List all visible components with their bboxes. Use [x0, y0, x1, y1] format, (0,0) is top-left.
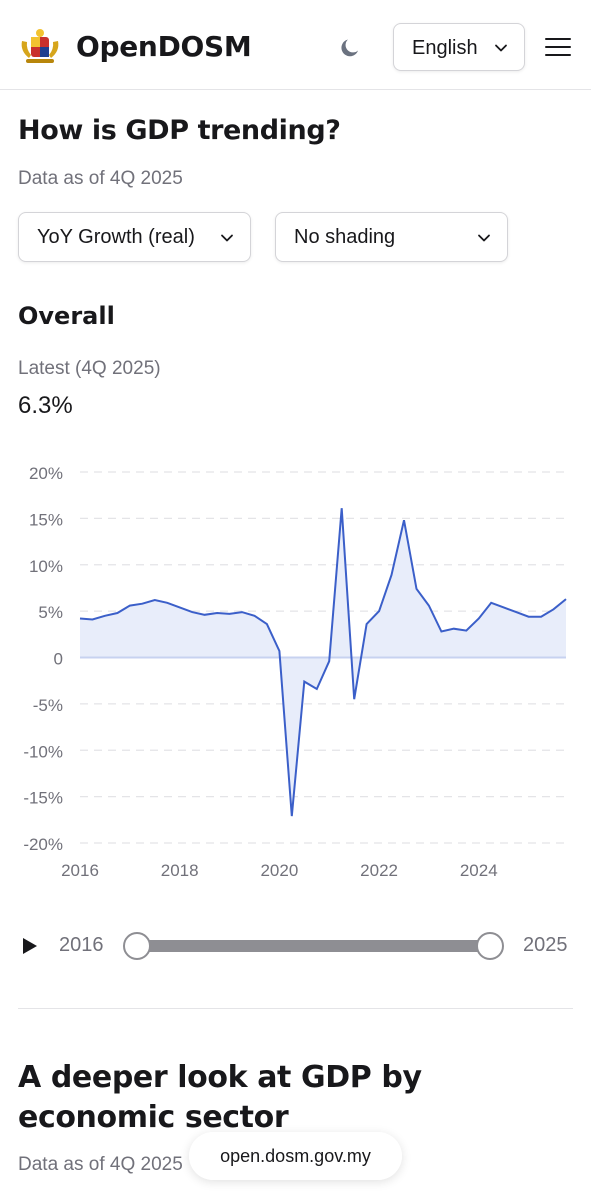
- data-point: [116, 612, 118, 614]
- data-point: [154, 599, 156, 601]
- data-point: [79, 618, 81, 620]
- y-tick-label: -5%: [33, 696, 63, 715]
- y-tick-label: -15%: [23, 789, 63, 808]
- latest-value: 6.3%: [18, 392, 73, 419]
- overall-heading: Overall: [18, 302, 115, 330]
- data-point: [104, 615, 106, 617]
- x-tick-label: 2018: [161, 861, 199, 880]
- latest-label: Latest (4Q 2025): [18, 358, 161, 379]
- top-navbar: OpenDOSM English: [0, 0, 591, 90]
- y-tick-label: 20%: [29, 464, 63, 483]
- y-tick-label: -10%: [23, 742, 63, 761]
- data-point: [204, 614, 206, 616]
- data-point: [490, 602, 492, 604]
- section-divider: [18, 1008, 573, 1009]
- y-tick-label: 15%: [29, 510, 63, 529]
- data-point: [328, 660, 330, 662]
- data-point: [440, 631, 442, 633]
- data-point: [428, 605, 430, 607]
- language-label: English: [412, 37, 478, 59]
- moon-icon[interactable]: [338, 36, 362, 60]
- data-point: [254, 615, 256, 617]
- range-start-handle[interactable]: [123, 932, 151, 960]
- brand-name[interactable]: OpenDOSM: [76, 30, 252, 63]
- browser-url-bar[interactable]: open.dosm.gov.my: [189, 1132, 402, 1180]
- data-point: [191, 611, 193, 613]
- data-point: [453, 628, 455, 630]
- data-point: [179, 606, 181, 608]
- data-point: [366, 623, 368, 625]
- data-point: [565, 598, 567, 600]
- shading-select-label: No shading: [294, 226, 396, 248]
- x-tick-label: 2024: [460, 861, 498, 880]
- data-date: Data as of 4Q 2025: [18, 168, 183, 189]
- shading-select[interactable]: No shading: [275, 212, 508, 262]
- measure-select[interactable]: YoY Growth (real): [18, 212, 251, 262]
- measure-select-label: YoY Growth (real): [37, 226, 195, 248]
- data-point: [416, 588, 418, 590]
- data-point: [465, 630, 467, 632]
- data-point: [528, 616, 530, 618]
- y-tick-label: 5%: [38, 603, 63, 622]
- data-point: [478, 618, 480, 620]
- play-icon[interactable]: [21, 936, 39, 956]
- data-point: [266, 623, 268, 625]
- data-point: [378, 610, 380, 612]
- data-point: [553, 608, 555, 610]
- year-range-track[interactable]: [137, 940, 490, 952]
- hamburger-menu-icon[interactable]: [545, 36, 571, 58]
- y-tick-label: 10%: [29, 557, 63, 576]
- data-point: [241, 611, 243, 613]
- sector-data-date: Data as of 4Q 2025: [18, 1154, 183, 1175]
- slider-end-year: 2025: [523, 934, 568, 956]
- x-tick-label: 2016: [61, 861, 99, 880]
- data-point: [503, 606, 505, 608]
- language-select[interactable]: English: [393, 23, 525, 71]
- data-point: [166, 602, 168, 604]
- data-point: [92, 619, 94, 621]
- y-tick-label: 0: [54, 650, 63, 669]
- url-text: open.dosm.gov.my: [220, 1146, 371, 1166]
- data-point: [341, 507, 343, 509]
- data-point: [403, 519, 405, 521]
- x-tick-label: 2022: [360, 861, 398, 880]
- x-tick-label: 2020: [260, 861, 298, 880]
- chevron-down-icon: [221, 234, 233, 242]
- data-point: [540, 616, 542, 618]
- sector-section-title: A deeper look at GDP by economic sector: [18, 1060, 422, 1135]
- data-point: [303, 681, 305, 683]
- chevron-down-icon: [495, 44, 507, 52]
- range-end-handle[interactable]: [476, 932, 504, 960]
- y-tick-label: -20%: [23, 835, 63, 854]
- data-point: [515, 611, 517, 613]
- series-area: [80, 508, 566, 817]
- series-line: [79, 508, 567, 817]
- data-point: [316, 688, 318, 690]
- coat-of-arms-icon[interactable]: [16, 27, 64, 67]
- data-point: [391, 574, 393, 576]
- data-point: [216, 612, 218, 614]
- data-point: [353, 698, 355, 700]
- data-point: [291, 815, 293, 817]
- page-title: How is GDP trending?: [18, 115, 341, 146]
- chevron-down-icon: [478, 234, 490, 242]
- data-point: [129, 605, 131, 607]
- gdp-growth-chart[interactable]: 20% 15% 10% 5% 0 -5% -10% -15% -20% 2016 2018 2020 2…: [0, 450, 591, 890]
- data-point: [229, 613, 231, 615]
- slider-start-year: 2016: [59, 934, 104, 956]
- data-point: [141, 603, 143, 605]
- data-point: [278, 650, 280, 652]
